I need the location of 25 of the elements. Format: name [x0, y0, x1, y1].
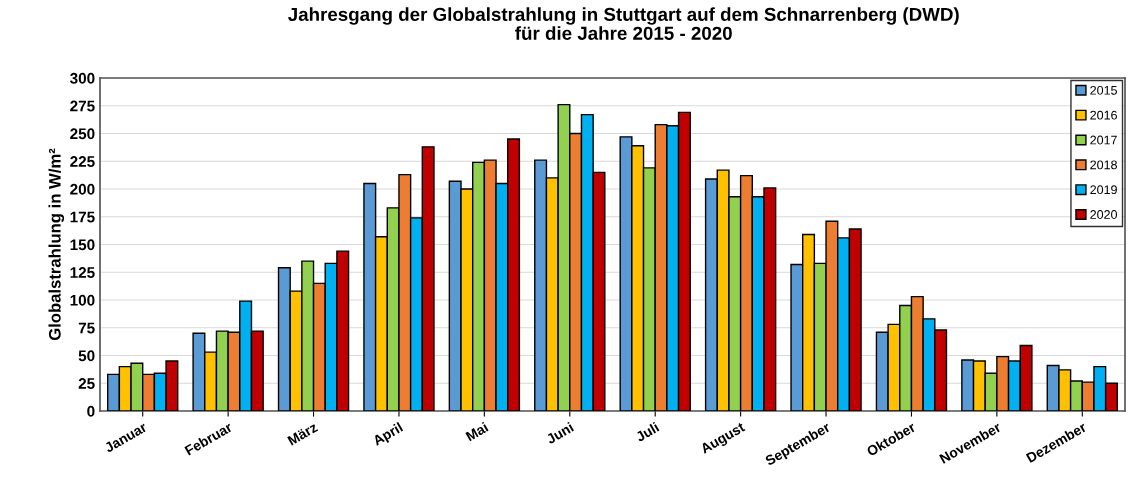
y-tick-label: 100	[70, 294, 95, 306]
x-tick-label: Juli	[634, 421, 660, 443]
legend-label: 2020	[1090, 210, 1118, 219]
legend-label: 2018	[1090, 160, 1117, 170]
y-tick-label: 275	[70, 100, 95, 112]
y-tick-label: 50	[78, 350, 95, 362]
y-tick-label: 150	[70, 239, 95, 251]
y-tick-label: 200	[70, 183, 95, 195]
y-tick-label: 0	[87, 405, 95, 417]
y-tick-label: 75	[78, 322, 95, 334]
y-tick-label: 250	[70, 128, 95, 140]
y-axis-title: Globalstrahlung in W/m²	[48, 148, 65, 341]
legend-label: 2015	[1090, 85, 1117, 95]
x-tick-label: März	[287, 422, 319, 446]
y-tick-label: 175	[70, 211, 95, 223]
y-tick-label: 25	[78, 378, 95, 389]
legend-label: 2016	[1090, 110, 1117, 120]
x-tick-label: Juni	[545, 421, 575, 445]
legend-label: 2019	[1090, 185, 1117, 195]
y-tick-label: 125	[70, 267, 95, 278]
legend-label: 2017	[1090, 135, 1117, 145]
x-tick-label: Mai	[465, 421, 489, 442]
chart-title: Jahresgang der Globalstrahlung in Stuttgart auf dem Schnarrenberg (DWD) für die Jahre 2015 - 2020	[288, 7, 959, 40]
y-tick-label: 300	[70, 72, 95, 84]
y-tick-label: 225	[70, 156, 95, 167]
